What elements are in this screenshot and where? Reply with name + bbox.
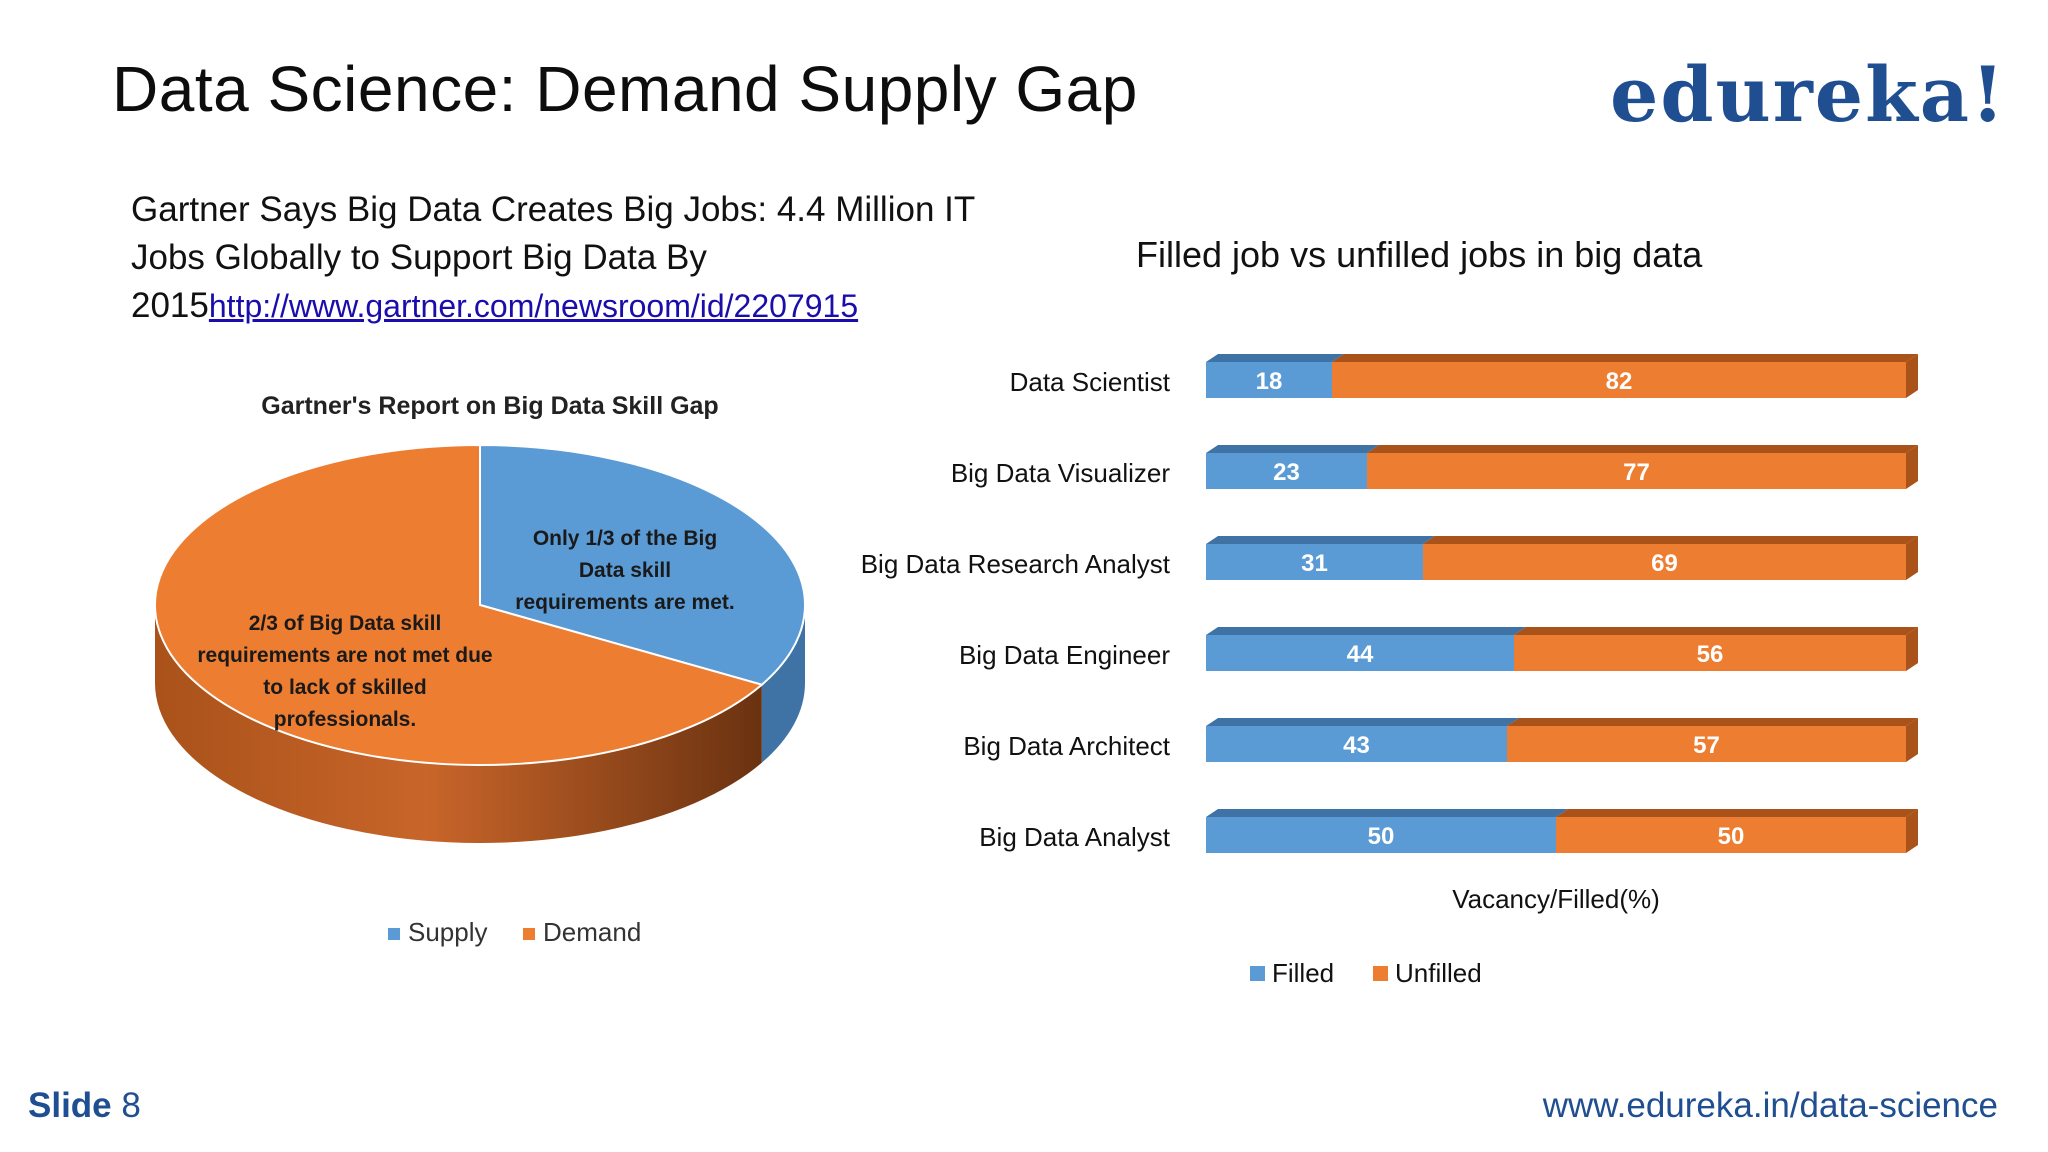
bar-top-filled-big-data-research-analyst	[1206, 536, 1435, 544]
pie-legend-swatch-supply	[388, 928, 400, 940]
bar-legend-swatch-unfilled	[1373, 966, 1388, 981]
pie-slice-demand	[154, 443, 764, 766]
data-label-unfilled-big-data-architect: 57	[1693, 732, 1720, 759]
category-label-big-data-research-analyst: Big Data Research Analyst	[861, 549, 1171, 579]
slide-label: Slide	[28, 1086, 112, 1125]
bar-top-unfilled-data-scientist	[1332, 354, 1918, 362]
bar-top-unfilled-big-data-research-analyst	[1423, 536, 1918, 544]
bar-chart: Data Scientist 18 82 Big Data Visualizer 23 7…	[840, 340, 1980, 1000]
data-label-filled-big-data-analyst: 50	[1368, 823, 1395, 850]
bar-filled-data-scientist	[1206, 362, 1332, 398]
gartner-link[interactable]: http://www.gartner.com/newsroom/id/22079…	[208, 288, 859, 324]
bar-unfilled-big-data-research-analyst	[1423, 544, 1906, 580]
bar-filled-big-data-analyst	[1206, 817, 1556, 853]
bar-unfilled-data-scientist	[1332, 362, 1906, 398]
bar-legend: Filled Unfilled	[1250, 958, 1482, 988]
category-label-big-data-visualizer: Big Data Visualizer	[951, 458, 1171, 488]
edureka-logo: edureka!	[1610, 50, 2007, 139]
slide-title: Data Science: Demand Supply Gap	[112, 53, 1138, 125]
bar-side-big-data-visualizer	[1906, 445, 1918, 489]
bar-filled-big-data-research-analyst	[1206, 544, 1423, 580]
bar-filled-big-data-architect	[1206, 726, 1507, 762]
bar-legend-swatch-filled	[1250, 966, 1265, 981]
bar-unfilled-big-data-analyst	[1556, 817, 1906, 853]
bar-top-unfilled-big-data-architect	[1507, 718, 1918, 726]
pie-annotation-supply: Only 1/3 of the Big Data skill requirement…	[515, 527, 734, 614]
bar-filled-big-data-visualizer	[1206, 453, 1367, 489]
bar-unfilled-big-data-visualizer	[1367, 453, 1906, 489]
data-label-unfilled-data-scientist: 82	[1606, 368, 1633, 395]
bar-unfilled-big-data-architect	[1507, 726, 1906, 762]
pie-slice-side-demand	[155, 605, 762, 843]
pie-legend-label-demand: Demand	[543, 917, 641, 947]
data-label-filled-data-scientist: 18	[1256, 368, 1283, 395]
data-label-unfilled-big-data-research-analyst: 69	[1651, 550, 1678, 577]
bar-top-filled-big-data-engineer	[1206, 627, 1526, 635]
bar-side-big-data-analyst	[1906, 809, 1918, 853]
bar-side-big-data-engineer	[1906, 627, 1918, 671]
pie-legend-swatch-demand	[523, 928, 535, 940]
intro-text: Gartner Says Big Data Creates Big Jobs: …	[131, 190, 975, 325]
footer-url[interactable]: www.edureka.in/data-science	[1542, 1086, 1998, 1125]
slide-number: Slide 8	[28, 1086, 141, 1126]
data-label-filled-big-data-visualizer: 23	[1273, 459, 1300, 486]
bar-side-big-data-research-analyst	[1906, 536, 1918, 580]
bar-unfilled-big-data-engineer	[1514, 635, 1906, 671]
data-label-unfilled-big-data-analyst: 50	[1718, 823, 1745, 850]
slide-number-value: 8	[121, 1086, 141, 1125]
bar-top-unfilled-big-data-engineer	[1514, 627, 1918, 635]
bar-top-unfilled-big-data-analyst	[1556, 809, 1918, 817]
pie-legend: Supply Demand	[388, 917, 641, 947]
pie-chart: Gartner's Report on Big Data Skill Gap On…	[140, 380, 840, 970]
bar-top-filled-big-data-analyst	[1206, 809, 1568, 817]
bar-legend-label-filled: Filled	[1272, 958, 1334, 988]
bar-chart-svg: Data Scientist 18 82 Big Data Visualizer 23 7…	[861, 354, 1918, 988]
intro-text-block: Gartner Says Big Data Creates Big Jobs: …	[131, 186, 1011, 330]
bar-top-unfilled-big-data-visualizer	[1367, 445, 1918, 453]
data-label-filled-big-data-architect: 43	[1343, 732, 1370, 759]
category-label-big-data-analyst: Big Data Analyst	[979, 822, 1171, 852]
pie-legend-label-supply: Supply	[408, 917, 488, 947]
data-label-unfilled-big-data-engineer: 56	[1697, 641, 1724, 668]
data-label-filled-big-data-engineer: 44	[1347, 641, 1374, 668]
bar-side-data-scientist	[1906, 354, 1918, 398]
bar-chart-title: Filled job vs unfilled jobs in big data	[1136, 234, 1703, 275]
category-label-big-data-engineer: Big Data Engineer	[959, 640, 1170, 670]
category-label-data-scientist: Data Scientist	[1010, 367, 1171, 397]
bar-side-big-data-architect	[1906, 718, 1918, 762]
pie-annotation-demand: 2/3 of Big Data skill requirements are no…	[197, 612, 492, 731]
pie-title: Gartner's Report on Big Data Skill Gap	[261, 392, 718, 420]
data-label-filled-big-data-research-analyst: 31	[1301, 550, 1328, 577]
bar-top-filled-data-scientist	[1206, 354, 1344, 362]
bar-filled-big-data-engineer	[1206, 635, 1514, 671]
pie-chart-svg: Gartner's Report on Big Data Skill Gap On…	[154, 392, 806, 947]
bar-top-filled-big-data-architect	[1206, 718, 1519, 726]
pie-slice-side-supply	[761, 605, 805, 763]
x-axis-label: Vacancy/Filled(%)	[1452, 884, 1660, 914]
pie-slice-supply	[479, 443, 806, 686]
data-label-unfilled-big-data-visualizer: 77	[1623, 459, 1650, 486]
bar-legend-label-unfilled: Unfilled	[1395, 958, 1482, 988]
bar-top-filled-big-data-visualizer	[1206, 445, 1379, 453]
category-label-big-data-architect: Big Data Architect	[963, 731, 1170, 761]
